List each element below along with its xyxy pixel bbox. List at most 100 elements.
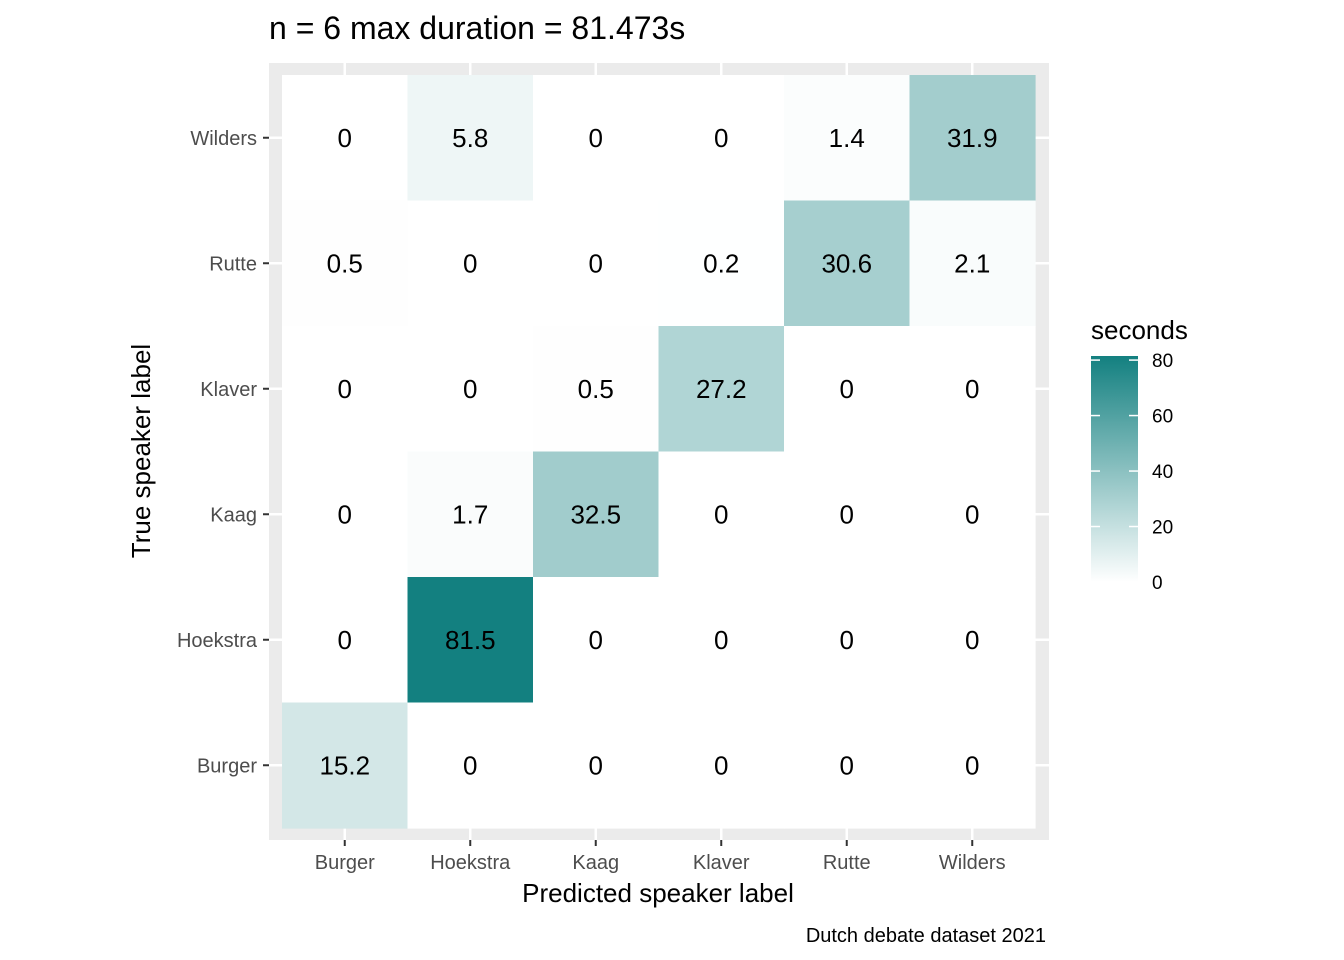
y-tick-label: Kaag bbox=[210, 504, 257, 526]
cell-value-label: 0 bbox=[840, 374, 854, 404]
cell-value-label: 32.5 bbox=[570, 499, 621, 529]
heatmap-tile bbox=[784, 75, 911, 202]
cell-value-label: 1.7 bbox=[452, 499, 488, 529]
cell-value-label: 0 bbox=[714, 499, 728, 529]
heatmap-tile bbox=[658, 75, 785, 202]
heatmap-tile bbox=[909, 451, 1036, 578]
cell-value-label: 0 bbox=[463, 750, 477, 780]
heatmap-tile bbox=[407, 200, 534, 327]
chart-caption: Dutch debate dataset 2021 bbox=[806, 925, 1046, 947]
heatmap-tile bbox=[658, 451, 785, 578]
x-tick-label: Klaver bbox=[693, 852, 750, 874]
color-legend: seconds 0 20 40 60 80 bbox=[1091, 315, 1188, 594]
heatmap-tile bbox=[658, 577, 785, 704]
cell-value-label: 0 bbox=[589, 625, 603, 655]
cell-value-label: 5.8 bbox=[452, 123, 488, 153]
heatmap-tile bbox=[658, 326, 785, 453]
cell-value-label: 30.6 bbox=[821, 248, 872, 278]
heatmap-tile bbox=[533, 577, 660, 704]
cell-value-label: 0 bbox=[714, 750, 728, 780]
heatmap-tile bbox=[909, 200, 1036, 327]
legend-tick-label: 40 bbox=[1152, 462, 1173, 483]
cell-value-label: 0 bbox=[338, 123, 352, 153]
heatmap-tile bbox=[784, 451, 911, 578]
legend-title: seconds bbox=[1091, 315, 1188, 345]
cell-value-label: 81.5 bbox=[445, 625, 496, 655]
cell-value-label: 0 bbox=[338, 374, 352, 404]
heatmap-tile bbox=[407, 75, 534, 202]
cell-value-label: 0 bbox=[965, 374, 979, 404]
heatmap-tile bbox=[282, 702, 409, 829]
heatmap-tile bbox=[533, 702, 660, 829]
legend-tick-label: 20 bbox=[1152, 518, 1173, 539]
x-tick-label: Hoekstra bbox=[430, 852, 511, 874]
y-tick-label: Wilders bbox=[190, 128, 257, 150]
cell-value-label: 27.2 bbox=[696, 374, 747, 404]
cell-value-label: 0.5 bbox=[327, 248, 363, 278]
y-tick-label: Klaver bbox=[200, 379, 257, 401]
legend-tick-label: 80 bbox=[1152, 351, 1173, 372]
x-axis: Burger Hoekstra Kaag Klaver Rutte Wilders bbox=[315, 840, 1006, 874]
heatmap-tile bbox=[658, 200, 785, 327]
cell-value-label: 0 bbox=[714, 123, 728, 153]
heatmap-tile bbox=[533, 326, 660, 453]
heatmap-tiles bbox=[282, 75, 1036, 829]
heatmap-tile bbox=[282, 577, 409, 704]
legend-tick-label: 60 bbox=[1152, 407, 1173, 428]
heatmap-tile bbox=[407, 702, 534, 829]
cell-value-label: 0 bbox=[463, 374, 477, 404]
cell-value-label: 0 bbox=[965, 499, 979, 529]
x-tick-label: Wilders bbox=[939, 852, 1006, 874]
heatmap-tile bbox=[533, 75, 660, 202]
cell-value-label: 2.1 bbox=[954, 248, 990, 278]
heatmap-tile bbox=[909, 577, 1036, 704]
heatmap-tile bbox=[282, 326, 409, 453]
cell-value-label: 0.2 bbox=[703, 248, 739, 278]
x-tick-label: Kaag bbox=[572, 852, 619, 874]
cell-value-label: 0 bbox=[463, 248, 477, 278]
heatmap-tile bbox=[533, 451, 660, 578]
heatmap-tile bbox=[407, 326, 534, 453]
heatmap-tile bbox=[909, 702, 1036, 829]
chart-title: n = 6 max duration = 81.473s bbox=[269, 10, 685, 46]
cell-value-label: 0 bbox=[965, 625, 979, 655]
heatmap-tile bbox=[282, 75, 409, 202]
y-axis: Wilders Rutte Klaver Kaag Hoekstra Burger bbox=[177, 128, 269, 777]
y-axis-title: True speaker label bbox=[126, 344, 156, 558]
cell-value-label: 0 bbox=[338, 625, 352, 655]
x-tick-label: Burger bbox=[315, 852, 375, 874]
cell-value-label: 0 bbox=[840, 499, 854, 529]
cell-value-label: 0 bbox=[840, 625, 854, 655]
x-tick-label: Rutte bbox=[823, 852, 871, 874]
y-tick-label: Hoekstra bbox=[177, 630, 258, 652]
cell-value-label: 0 bbox=[714, 625, 728, 655]
cell-value-label: 15.2 bbox=[319, 750, 370, 780]
heatmap-tile bbox=[533, 200, 660, 327]
x-axis-title: Predicted speaker label bbox=[522, 878, 794, 908]
cell-value-label: 0 bbox=[589, 123, 603, 153]
cell-value-label: 31.9 bbox=[947, 123, 998, 153]
cell-value-label: 0 bbox=[589, 750, 603, 780]
cell-value-label: 0 bbox=[338, 499, 352, 529]
heatmap-tile bbox=[909, 75, 1036, 202]
cell-value-labels: 0 5.8 0 0 1.4 31.9 0.5 0 0 0.2 30.6 2.1 0 0 0.5 27.2 0 0 0… bbox=[319, 123, 997, 781]
heatmap-tile bbox=[784, 326, 911, 453]
y-tick-label: Burger bbox=[197, 755, 257, 777]
heatmap-tile bbox=[784, 577, 911, 704]
cell-value-label: 0 bbox=[589, 248, 603, 278]
cell-value-label: 0.5 bbox=[578, 374, 614, 404]
heatmap-tile bbox=[784, 200, 911, 327]
y-tick-label: Rutte bbox=[209, 253, 257, 275]
heatmap-tile bbox=[784, 702, 911, 829]
cell-value-label: 0 bbox=[965, 750, 979, 780]
legend-tick-label: 0 bbox=[1152, 573, 1163, 594]
heatmap-tile bbox=[658, 702, 785, 829]
heatmap-tile bbox=[407, 577, 534, 704]
heatmap-tile bbox=[282, 200, 409, 327]
cell-value-label: 1.4 bbox=[829, 123, 865, 153]
legend-colorbar bbox=[1091, 356, 1138, 582]
heatmap-tile bbox=[282, 451, 409, 578]
cell-value-label: 0 bbox=[840, 750, 854, 780]
heatmap-tile bbox=[909, 326, 1036, 453]
